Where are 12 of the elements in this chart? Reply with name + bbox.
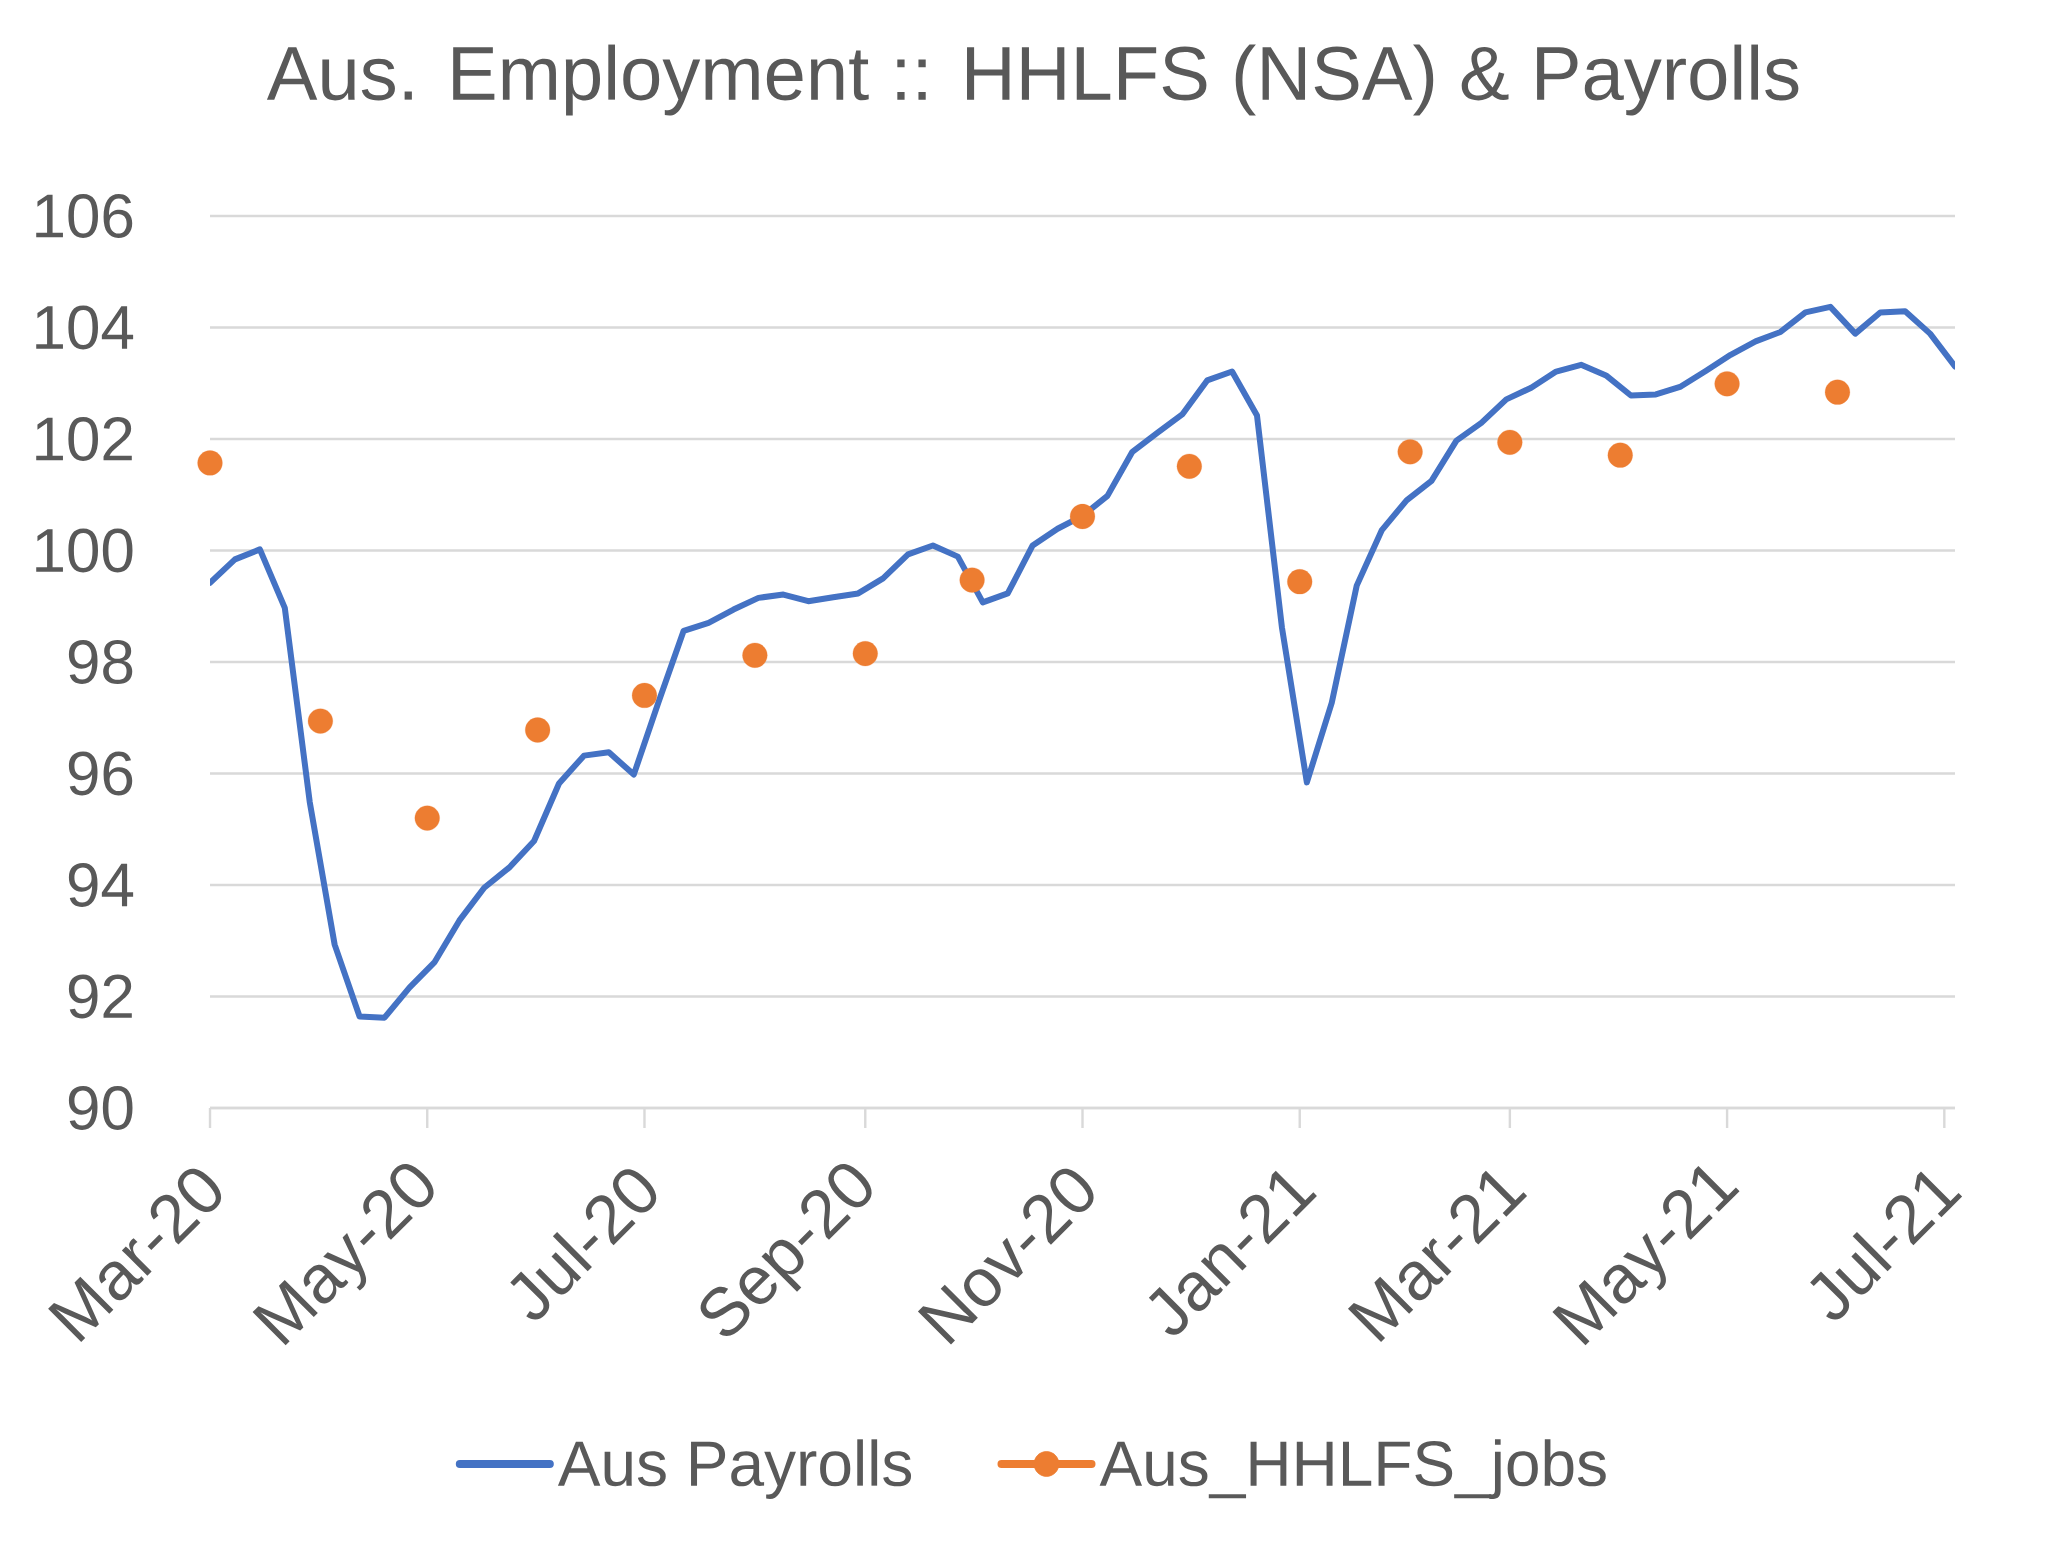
y-tick-label: 92 bbox=[68, 974, 132, 1019]
y-tick-label: 106 bbox=[36, 194, 133, 238]
chart-title: Aus. Employment :: HHLFS (NSA) & Payrolls bbox=[266, 44, 1799, 116]
y-tick-label: 90 bbox=[68, 1086, 133, 1130]
y-tick-label: 94 bbox=[68, 863, 134, 907]
legend-label: Aus_HHLFS_jobs bbox=[1099, 1439, 1606, 1499]
y-tick-label: 102 bbox=[36, 417, 132, 461]
y-tick-label: 104 bbox=[36, 305, 134, 350]
legend-label: Aus Payrolls bbox=[557, 1439, 912, 1499]
y-tick-label: 96 bbox=[68, 751, 133, 796]
y-tick-label: 98 bbox=[68, 640, 133, 684]
y-tick-label: 100 bbox=[36, 528, 133, 573]
